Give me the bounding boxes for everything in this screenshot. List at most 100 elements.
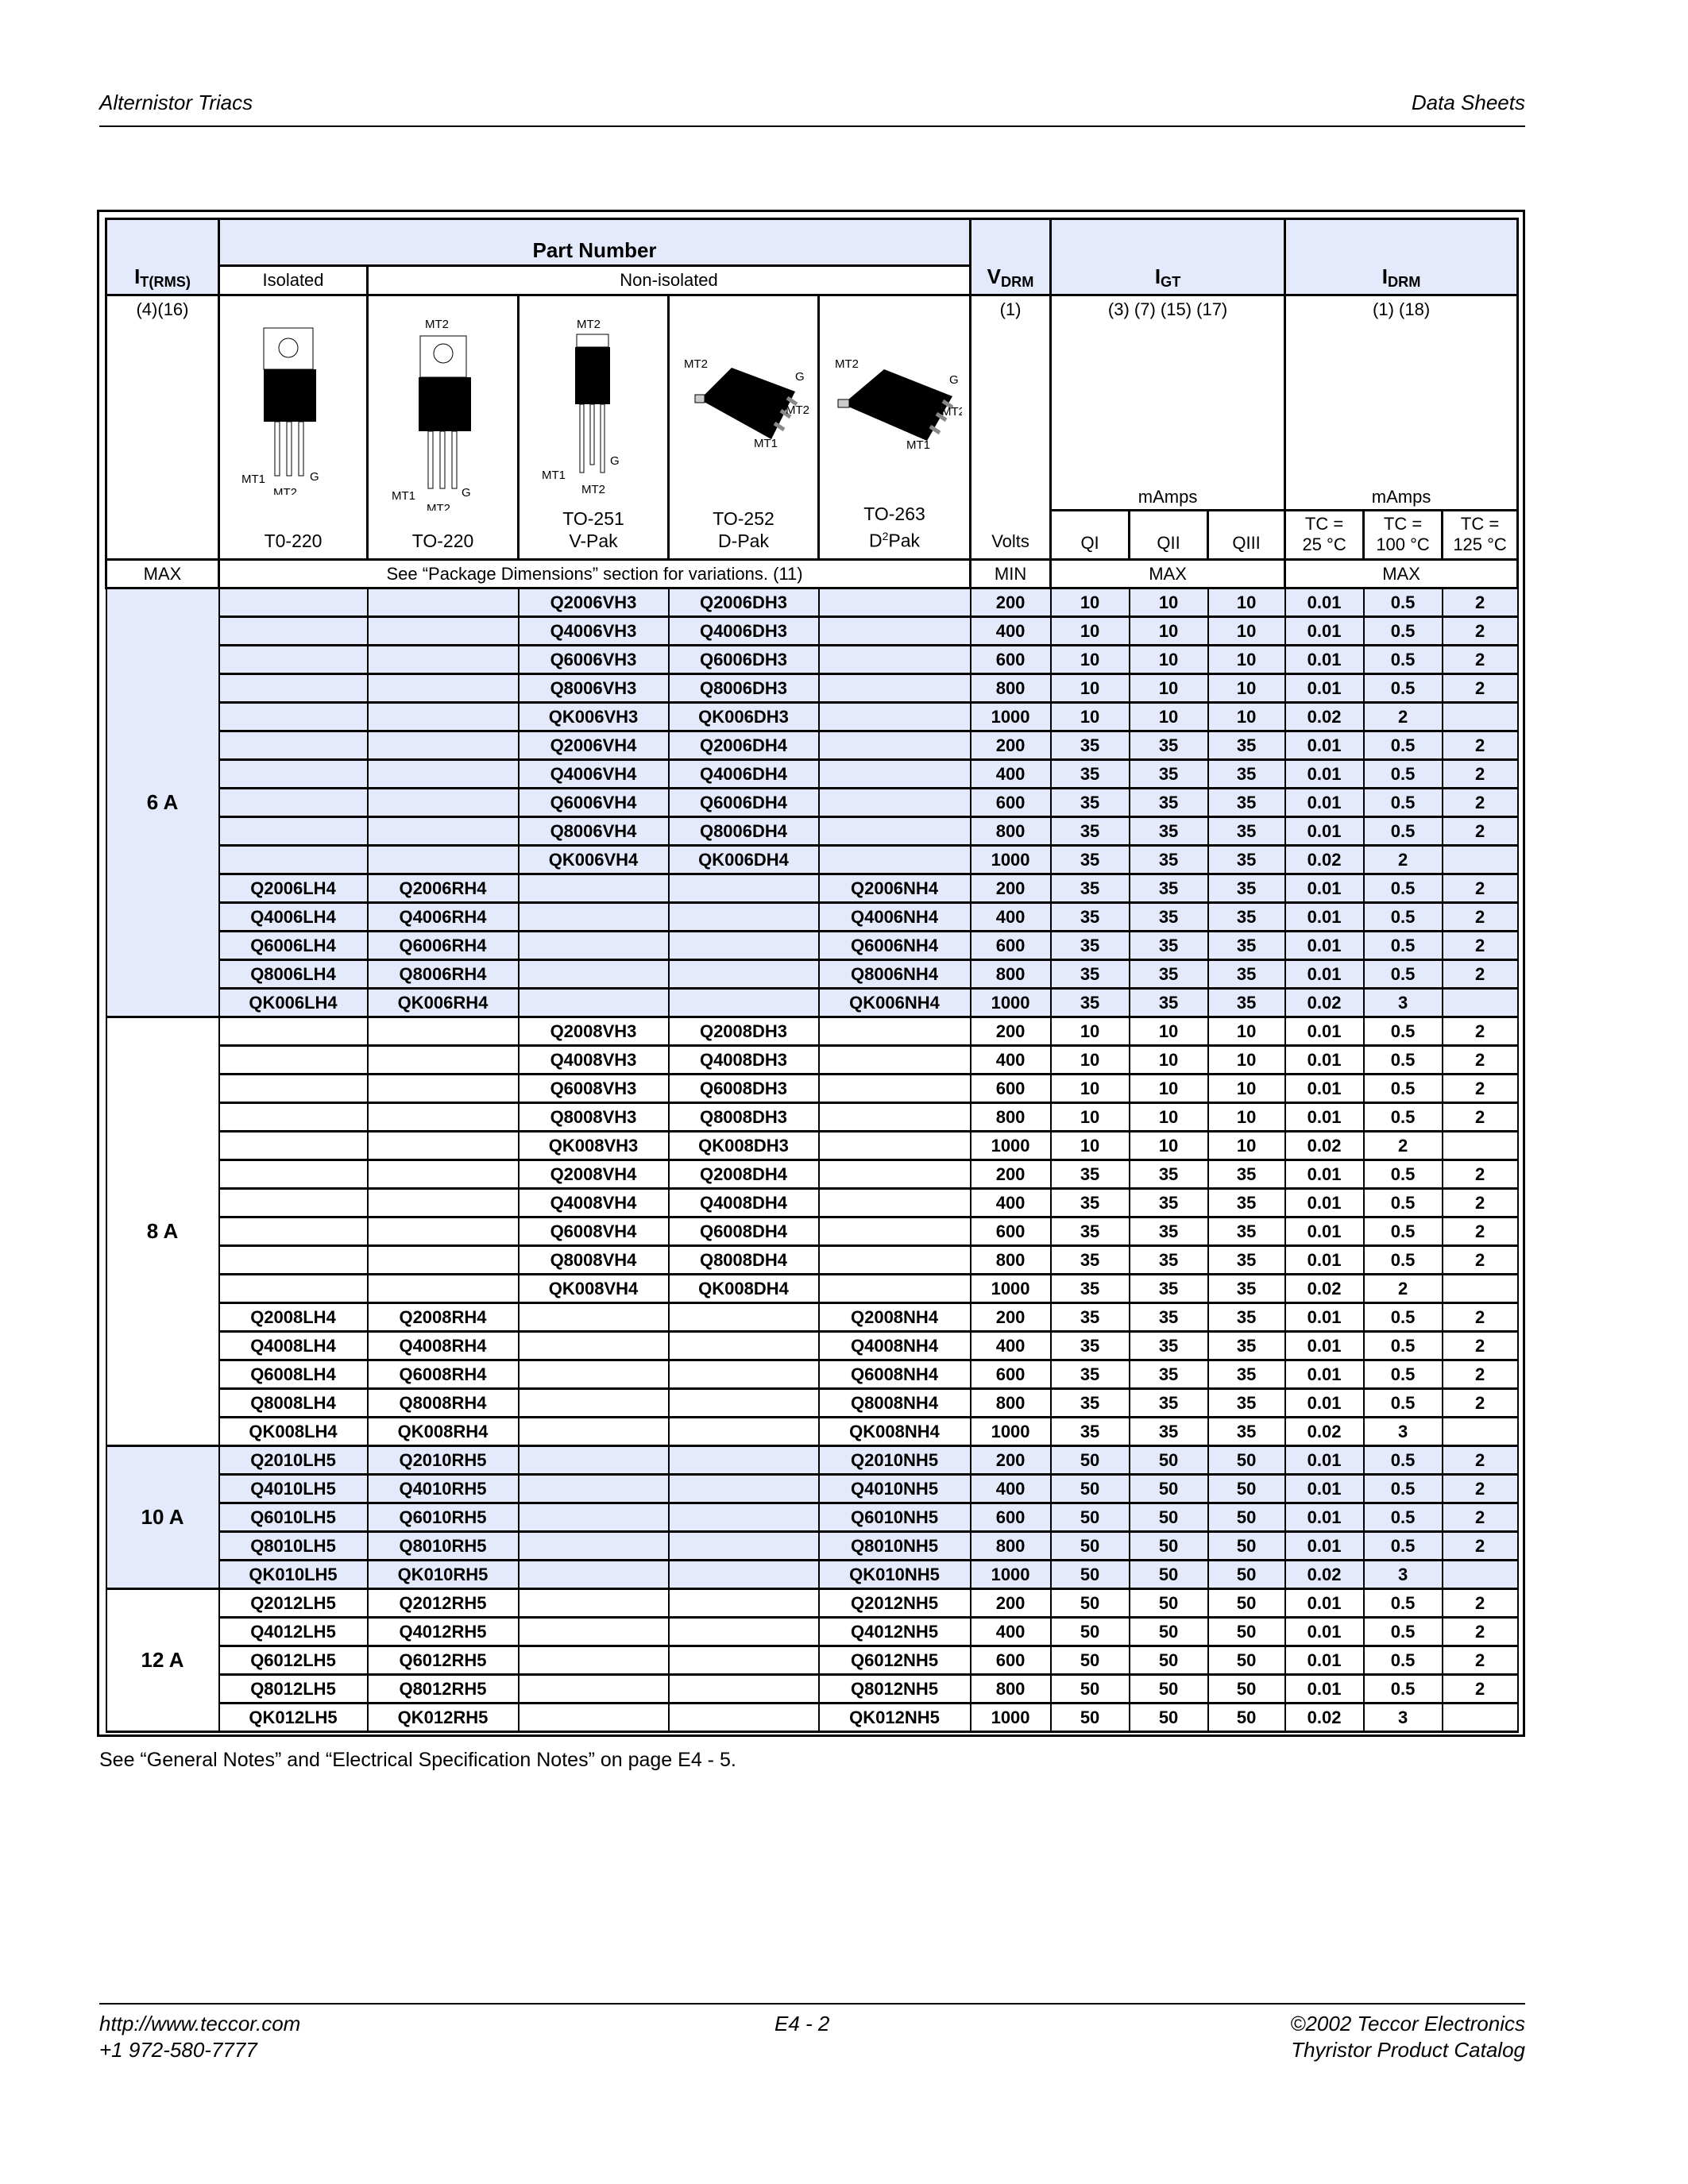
cell-dpak: Q6006DH3 [667,644,820,675]
package-label: TO-263 D2Pak [821,503,968,552]
cell-to220: QK006RH4 [366,987,520,1018]
cell-dpak: QK008DH4 [667,1273,820,1304]
cell-idrm-100c: 0.5 [1362,1159,1443,1190]
cell-vpak: Q2006VH3 [517,587,670,618]
cell-idrm-125c [1441,1130,1519,1161]
cell-idrm-25c: 0.01 [1284,1159,1365,1190]
cell-idrm-100c: 0.5 [1362,758,1443,789]
cell-igt-qii: 10 [1128,1044,1209,1075]
cell-igt-qiii: 35 [1207,1387,1286,1418]
cell-igt-qi: 35 [1049,1416,1130,1447]
table-row: Q6008VH3 Q6008DH3 600 10 10 10 0.01 0.5 2 [106,1073,1519,1104]
cell-vdrm: 1000 [969,987,1052,1018]
cell-isolated-to220: Q2010LH5 [218,1445,369,1476]
cell-igt-qii: 50 [1128,1702,1209,1733]
cell-idrm-125c: 2 [1441,1445,1519,1476]
cell-idrm-125c [1441,1559,1519,1590]
cell-dpak [667,1473,820,1504]
cell-isolated-to220: Q8006LH4 [218,959,369,990]
cell-idrm-25c: 0.01 [1284,959,1365,990]
package-to220-isolated: MT1 MT2 G T0-220 [218,294,369,561]
cell-idrm-100c: 0.5 [1362,1502,1443,1533]
cell-idrm-100c: 0.5 [1362,1102,1443,1133]
cell-idrm-25c: 0.02 [1284,1559,1365,1590]
package-cell: MT2 MT1 MT2 G TO-251 V-Pak [521,298,666,558]
cell-dpak [667,1530,820,1561]
cell-idrm-25c: 0.01 [1284,644,1365,675]
cell-igt-qii: 35 [1128,1416,1209,1447]
cell-vpak [517,1302,670,1333]
cell-igt-qi: 35 [1049,930,1130,961]
cell-igt-qiii: 50 [1207,1588,1286,1619]
table-row: Q2008VH4 Q2008DH4 200 35 35 35 0.01 0.5 2 [106,1159,1519,1190]
cell-igt-qii: 35 [1128,758,1209,789]
cell-idrm-25c: 0.01 [1284,730,1365,761]
cell-igt-qii: 50 [1128,1673,1209,1704]
cell-igt-qii: 35 [1128,901,1209,932]
pin-label: MT2 [427,502,450,511]
header-rule [99,125,1525,127]
table-row: Q4006LH4 Q4006RH4 Q4006NH4 400 35 35 35 0.01 0.5… [106,901,1519,932]
cell-vpak: Q2008VH4 [517,1159,670,1190]
cell-dpak: Q8008DH4 [667,1244,820,1275]
cell-to220 [366,1244,520,1275]
cell-dpak: Q6008DH3 [667,1073,820,1104]
current-rating: 12 A [105,1588,220,1733]
cell-d2pak [817,673,971,704]
cell-d2pak: QK008NH4 [817,1416,971,1447]
cell-igt-qii: 50 [1128,1645,1209,1676]
cell-idrm-100c: 0.5 [1362,1359,1443,1390]
table-row: Q6006VH3 Q6006DH3 600 10 10 10 0.01 0.5 2 [106,644,1519,675]
cell-igt-qiii: 35 [1207,1244,1286,1275]
cell-idrm-125c: 2 [1441,1016,1519,1047]
cell-igt-qi: 35 [1049,1159,1130,1190]
cell-idrm-25c: 0.01 [1284,1073,1365,1104]
cell-vpak: Q6006VH3 [517,644,670,675]
cell-igt-qiii: 50 [1207,1559,1286,1590]
cell-idrm-125c: 2 [1441,1530,1519,1561]
current-rating: 10 A [105,1445,220,1590]
cell-dpak: QK006DH4 [667,844,820,875]
quadrant-qi: QI [1049,508,1131,561]
cell-idrm-25c: 0.02 [1284,1702,1365,1733]
cell-igt-qii: 35 [1128,1359,1209,1390]
it-symbol: I [134,264,141,288]
cell-vdrm: 400 [969,615,1052,646]
cell-idrm-125c: 2 [1441,1302,1519,1333]
cell-idrm-25c: 0.01 [1284,1387,1365,1418]
cell-idrm-25c: 0.01 [1284,1473,1365,1504]
cell-isolated-to220 [218,1016,369,1047]
table-row: Q4008LH4 Q4008RH4 Q4008NH4 400 35 35 35 0.01 0.5… [106,1330,1519,1361]
table-row: QK008LH4 QK008RH4 QK008NH4 1000 35 35 35 0.02 3 [106,1416,1519,1447]
website-link[interactable]: http://www.teccor.com [99,2012,301,2035]
limit-idrm: MAX [1284,558,1520,589]
cell-to220 [366,1044,520,1075]
cell-d2pak: Q6006NH4 [817,930,971,961]
tc-100: TC = 100 °C [1362,508,1444,561]
cell-igt-qii: 35 [1128,959,1209,990]
cell-vpak: Q6008VH3 [517,1073,670,1104]
cell-idrm-125c: 2 [1441,758,1519,789]
cell-idrm-25c: 0.01 [1284,1216,1365,1247]
cell-to220: Q4010RH5 [366,1473,520,1504]
cell-idrm-100c: 0.5 [1362,730,1443,761]
footer-rule [99,2003,1525,2005]
cell-d2pak [817,1244,971,1275]
cell-vpak [517,1473,670,1504]
cell-dpak [667,1616,820,1647]
cell-dpak [667,1645,820,1676]
package-to251-vpak: MT2 MT1 MT2 G TO-251 V-Pak [517,294,670,561]
cell-igt-qi: 35 [1049,816,1130,847]
vdrm-notes: (1) [999,299,1022,319]
section-title: Alternistor Triacs [99,91,253,114]
cell-idrm-125c [1441,1702,1519,1733]
cell-to220 [366,730,520,761]
table-row: Q2008LH4 Q2008RH4 Q2008NH4 200 35 35 35 0.01 0.5… [106,1302,1519,1333]
cell-igt-qi: 50 [1049,1645,1130,1676]
cell-vdrm: 600 [969,1502,1052,1533]
cell-igt-qii: 10 [1128,673,1209,704]
table-row: Q8012LH5 Q8012RH5 Q8012NH5 800 50 50 50 0.01 0.5… [106,1673,1519,1704]
cell-vdrm: 200 [969,1302,1052,1333]
package-name: TO-220 [411,531,474,551]
cell-vdrm: 1000 [969,1273,1052,1304]
